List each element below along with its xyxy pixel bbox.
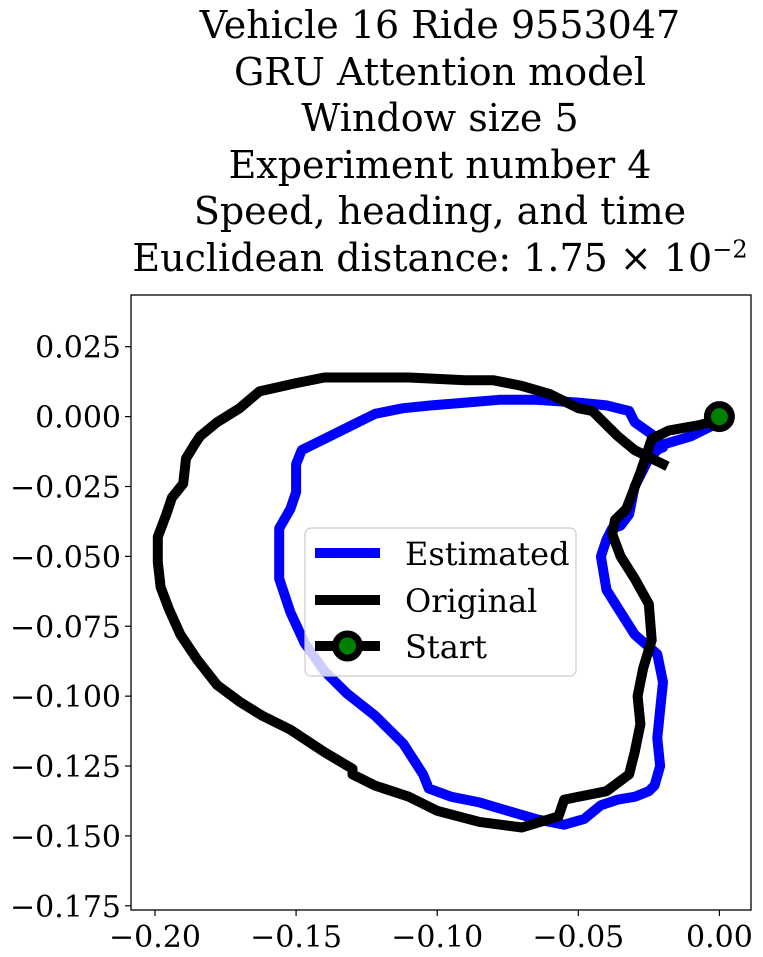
- legend-box: [304, 527, 577, 677]
- x-tick-label: 0.00: [686, 920, 753, 955]
- plot-frame: [130, 294, 752, 911]
- title-line-4: Experiment number 4: [228, 142, 652, 187]
- series-layer: [152, 372, 735, 833]
- y-tick-label: 0.025: [35, 331, 121, 366]
- y-tick-label: 0.000: [35, 401, 121, 436]
- title-distance-exponent: −2: [712, 234, 748, 263]
- series-original: [152, 372, 726, 833]
- y-tick-label: −0.025: [10, 470, 121, 505]
- legend-start-marker: [332, 630, 363, 662]
- y-tick-label: −0.125: [10, 750, 121, 785]
- y-tick-label: −0.175: [10, 890, 121, 925]
- title-line-5: Speed, heading, and time: [193, 189, 687, 233]
- series-estimated: [274, 394, 727, 830]
- x-axis: −0.20 −0.15 −0.10 −0.05 0.00: [109, 910, 753, 955]
- title-line-3: Window size 5: [301, 96, 579, 140]
- y-tick-label: −0.150: [10, 820, 121, 855]
- x-tick-label: −0.05: [532, 920, 624, 955]
- y-tick-label: −0.050: [10, 540, 121, 575]
- title-line-6: Euclidean distance: 1.75 × 10−2: [0, 235, 763, 282]
- legend: Estimated Original Start: [304, 527, 577, 677]
- legend-estimated-label: Estimated: [405, 535, 570, 573]
- y-axis: 0.025 0.000 −0.025 −0.050 −0.075 −0.100 −0.125…: [10, 331, 131, 925]
- y-tick-label: −0.075: [10, 610, 121, 645]
- x-tick-label: −0.15: [250, 920, 342, 955]
- x-tick-label: −0.20: [109, 920, 201, 955]
- chart-title: Vehicle 16 Ride 9553047 GRU Attention mo…: [0, 0, 763, 281]
- start-marker: [703, 401, 735, 433]
- y-tick-label: −0.100: [10, 680, 121, 715]
- title-distance-text: Euclidean distance: 1.75 × 10: [132, 235, 713, 280]
- x-tick-label: −0.10: [391, 920, 483, 955]
- legend-start-label: Start: [405, 628, 487, 666]
- title-line-2: GRU Attention model: [233, 49, 647, 94]
- title-line-1: Vehicle 16 Ride 9553047: [199, 3, 681, 47]
- legend-original-label: Original: [405, 582, 537, 620]
